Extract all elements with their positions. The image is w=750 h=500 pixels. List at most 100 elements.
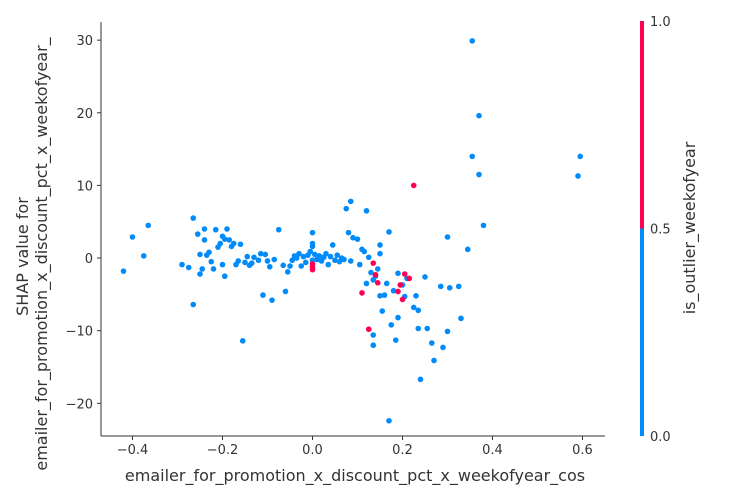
data-point [354,236,361,242]
data-point [298,263,305,269]
data-point [129,234,136,240]
data-point [577,153,584,160]
data-point [444,328,451,335]
y-axis-label: SHAP value for emailer_for_promotion_x_d… [13,36,52,470]
data-point [140,253,147,259]
data-point [428,340,435,346]
data-point [370,332,377,338]
data-point [372,271,379,278]
data-point [386,417,392,424]
x-axis: −0.4 −0.2 0.0 0.2 0.4 0.6 [117,436,593,458]
data-point [302,259,309,266]
data-point [575,173,581,179]
y-tick-label: 0 [85,252,93,267]
data-point [329,242,336,248]
data-point [262,251,269,258]
y-axis-label-line-2: emailer_for_promotion_x_discount_pct_x_w… [32,36,52,470]
data-point [431,357,437,364]
data-point [309,229,316,236]
data-point [260,292,266,298]
data-point [307,248,314,255]
data-point [201,226,208,232]
x-tick-label: −0.4 [117,443,149,458]
data-point [444,234,451,240]
data-point [224,226,230,232]
colorbar-tick-label: 0.0 [650,430,671,445]
data-point [356,261,363,268]
data-point [469,38,476,44]
data-point [194,231,201,237]
data-point [120,268,127,274]
data-point [464,246,471,253]
colorbar: 0.0 0.5 1.0 [640,15,671,445]
data-point [383,280,390,287]
data-point [347,258,354,264]
data-point [388,322,395,328]
data-point [395,270,401,277]
data-point [221,273,228,280]
data-point [199,266,206,272]
data-point [275,226,282,233]
data-point [327,253,334,260]
data-point [190,301,197,308]
colorbar-label: is_outlier_weekofyear [680,141,700,314]
data-point [361,248,368,255]
data-point [332,257,338,264]
x-tick-label: 0.6 [572,443,593,458]
data-point [145,222,152,229]
data-point [264,258,271,264]
data-point [347,198,354,205]
data-point [325,261,332,268]
data-point [287,263,293,269]
data-point [480,222,487,229]
data-point [422,274,428,280]
x-tick-label: −0.2 [207,443,239,458]
data-point [363,280,370,287]
data-point [244,253,251,260]
data-point [437,283,444,290]
data-point [410,304,417,311]
data-point [417,376,424,383]
data-point [235,258,242,264]
data-point [296,250,302,257]
data-point [206,249,212,256]
data-point [392,337,399,343]
data-point [257,250,264,257]
data-point [415,307,422,314]
data-point [374,279,381,286]
data-point [201,237,208,243]
data-point [219,261,226,268]
data-point [208,258,215,265]
data-point [368,269,374,276]
data-point [197,251,203,258]
data-point [226,237,233,243]
data-point [282,288,289,295]
data-point [271,256,278,263]
data-point [424,325,431,332]
data-point [309,240,316,247]
data-point [300,253,307,260]
data-point [230,240,237,247]
data-point [284,269,291,275]
colorbar-tick-label: 0.5 [650,223,671,238]
data-point [397,282,404,288]
y-axis-label-line-1: SHAP value for [13,197,32,316]
data-point [370,342,377,349]
data-point [237,241,244,248]
y-tick-label: 30 [76,34,93,49]
colorbar-tick-label: 1.0 [650,15,671,30]
data-point [440,344,446,351]
y-tick-label: −10 [66,325,93,340]
data-point [217,240,224,247]
data-point [255,257,262,264]
data-point [269,297,275,303]
data-point [197,271,203,277]
data-point [386,229,392,235]
data-point [390,287,397,294]
data-point [469,153,476,160]
axes-area [100,22,605,437]
y-tick-label: 20 [76,107,93,122]
data-point [455,283,462,290]
data-point [239,338,246,344]
